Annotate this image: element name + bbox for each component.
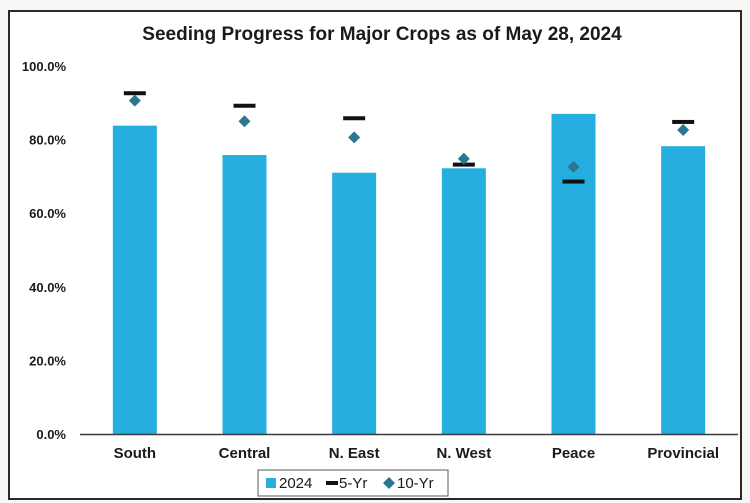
legend-label-10yr: 10-Yr (397, 475, 434, 492)
marker-10yr (567, 160, 580, 173)
y-tick-label: 40.0% (29, 280, 66, 295)
x-tick-label: Central (219, 445, 271, 462)
legend-label-5yr: 5-Yr (339, 475, 367, 492)
y-tick-label: 60.0% (29, 206, 66, 221)
bar-2024 (332, 172, 377, 434)
marker-5yr (123, 91, 146, 96)
legend-swatch-2024 (266, 478, 276, 488)
x-tick-label: Peace (552, 445, 595, 462)
y-tick-label: 20.0% (29, 353, 66, 368)
legend-swatch-10yr (383, 477, 395, 489)
marker-10yr (238, 115, 251, 128)
y-tick-label: 80.0% (29, 133, 66, 148)
y-axis: 0.0% 20.0% 40.0% 60.0% 80.0% 100.0% (22, 59, 67, 442)
marker-10yr (677, 124, 690, 137)
marker-5yr (233, 103, 256, 108)
x-tick-label: Provincial (647, 445, 719, 462)
marker-10yr (128, 94, 141, 107)
y-tick-label: 100.0% (22, 59, 67, 74)
legend: 2024 5-Yr 10-Yr (257, 469, 449, 497)
legend-swatch-5yr (326, 481, 338, 485)
x-tick-label: N. East (329, 445, 380, 462)
bar-2024 (661, 146, 706, 434)
bar-2024 (222, 155, 267, 434)
marker-5yr (672, 119, 695, 124)
x-tick-label: N. West (436, 445, 491, 462)
bar-2024 (112, 125, 157, 434)
marker-10yr (348, 131, 361, 144)
bar-2024 (441, 168, 486, 434)
chart-title: Seeding Progress for Major Crops as of M… (142, 24, 622, 45)
marker-5yr (562, 179, 585, 184)
marker-5yr (343, 116, 366, 121)
x-tick-label: South (114, 445, 157, 462)
x-axis: South Central N. East N. West Peace Provincia… (114, 445, 719, 462)
y-tick-label: 0.0% (36, 427, 66, 442)
legend-box (257, 469, 449, 497)
marker-10yr (457, 152, 470, 165)
plot-area (80, 91, 738, 436)
legend-label-2024: 2024 (279, 475, 312, 492)
